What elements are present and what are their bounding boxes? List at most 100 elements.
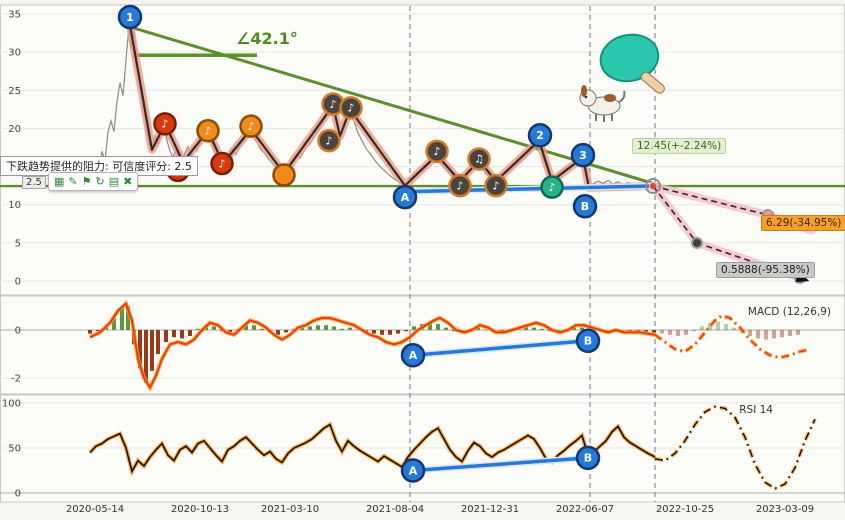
macd-histogram-bar xyxy=(372,330,376,334)
macd-histogram-bar xyxy=(316,325,320,330)
macd-histogram-bar xyxy=(126,306,130,330)
note-icon: ♪ xyxy=(204,125,211,138)
forecast-low-price-label: 0.5888(-95.38%) xyxy=(716,262,815,278)
wave-note-marker[interactable] xyxy=(425,139,449,164)
macd-histogram-bar xyxy=(356,330,360,331)
forecast-line xyxy=(652,185,698,244)
macd-histogram-bar xyxy=(412,326,416,330)
note-icon: ♪ xyxy=(325,134,332,147)
macd-histogram-bar xyxy=(260,328,264,330)
y-axis-tick: -2 xyxy=(11,374,21,385)
point-marker-A[interactable] xyxy=(400,458,426,483)
wave-note-marker[interactable] xyxy=(272,163,296,187)
wave-note-marker[interactable] xyxy=(317,128,341,153)
macd-histogram-bar xyxy=(652,330,656,333)
point-marker-B[interactable] xyxy=(575,445,601,471)
list-icon[interactable]: ▤ xyxy=(108,175,120,188)
ab-line-macd[interactable] xyxy=(411,339,590,357)
note-icon: ♪ xyxy=(218,157,225,170)
macd-histogram-bar xyxy=(332,326,336,330)
y-axis-tick: 30 xyxy=(8,48,21,59)
macd-histogram-bar xyxy=(380,330,384,335)
wave-note-marker[interactable] xyxy=(196,118,220,143)
paddle-dog-sticker xyxy=(574,26,674,130)
macd-histogram-bar xyxy=(788,330,792,336)
wave-note-marker[interactable] xyxy=(210,151,234,176)
macd-panel-title: MACD (12,26,9) xyxy=(747,306,831,318)
macd-histogram-bar xyxy=(112,318,116,330)
x-axis-tick: 2021-12-31 xyxy=(461,504,519,515)
current-price-label: 12.45(+-2.24%) xyxy=(632,138,727,154)
x-axis-tick: 2020-10-13 xyxy=(171,504,229,515)
x-axis-tick: 2020-05-14 xyxy=(66,504,124,515)
macd-histogram-bar xyxy=(150,330,154,371)
macd-histogram-bar xyxy=(732,327,736,330)
macd-histogram-bar xyxy=(96,330,100,332)
macd-histogram-bar xyxy=(428,322,432,330)
ab-line-price[interactable] xyxy=(403,184,655,194)
point-marker-B[interactable] xyxy=(575,328,601,354)
macd-histogram-bar xyxy=(324,325,328,330)
x-axis-tick: 2021-08-04 xyxy=(366,504,424,515)
point-marker-label: B xyxy=(584,452,592,465)
macd-histogram-bar xyxy=(756,330,760,339)
flag-icon[interactable]: ⚑ xyxy=(81,175,92,188)
macd-histogram-bar xyxy=(668,330,672,335)
macd-histogram-bar xyxy=(700,326,704,330)
macd-histogram-bar xyxy=(138,330,142,369)
confidence-score: 2.5 xyxy=(22,176,46,189)
point-marker-3[interactable] xyxy=(570,142,596,168)
macd-histogram-bar xyxy=(692,330,696,332)
point-marker-B[interactable] xyxy=(572,193,598,219)
x-axis-tick: 2021-03-10 xyxy=(261,504,319,515)
macd-histogram-bar xyxy=(476,327,480,330)
point-marker-label: A xyxy=(409,349,418,362)
macd-histogram-bar xyxy=(300,327,304,330)
macd-histogram-bar xyxy=(284,330,288,333)
note-icon: ♪ xyxy=(433,145,440,158)
macd-histogram-bar xyxy=(340,328,344,330)
wave-note-marker[interactable] xyxy=(484,173,508,198)
macd-histogram-bar xyxy=(580,327,584,330)
macd-histogram-bar xyxy=(196,328,200,330)
wave-note-marker[interactable] xyxy=(239,114,263,138)
macd-histogram-bar xyxy=(144,330,148,383)
drawing-toolbar[interactable]: ▦ ✎ ⚑ ↻ ▤ ✖ xyxy=(48,172,139,191)
wave-note-marker[interactable] xyxy=(540,175,564,199)
ab-line-rsi[interactable] xyxy=(411,456,590,473)
y-axis-tick: 5 xyxy=(15,238,21,249)
wave-note-marker[interactable] xyxy=(339,96,363,120)
y-axis-tick: 50 xyxy=(8,444,21,455)
macd-histogram-bar xyxy=(180,330,184,339)
macd-histogram-bar xyxy=(764,330,768,340)
wave-note-marker[interactable] xyxy=(467,147,491,171)
note-icon: ♪ xyxy=(492,179,499,192)
forecast-point[interactable] xyxy=(691,236,703,249)
wave-note-marker[interactable] xyxy=(448,173,472,198)
point-marker-1[interactable] xyxy=(117,4,143,30)
macd-histogram-bar xyxy=(172,330,176,338)
y-axis-tick: 25 xyxy=(8,86,21,97)
macd-histogram-bar xyxy=(780,330,784,338)
point-marker-2[interactable] xyxy=(527,123,553,148)
macd-histogram-bar xyxy=(644,330,648,333)
delete-icon[interactable]: ✖ xyxy=(123,175,133,188)
forecast-halo xyxy=(649,182,772,220)
wave-note-marker[interactable] xyxy=(153,112,177,136)
macd-histogram-bar xyxy=(660,330,664,334)
macd-histogram-bar xyxy=(244,325,248,330)
refresh-icon[interactable]: ↻ xyxy=(95,175,105,188)
macd-histogram-bar xyxy=(212,326,216,330)
rsi-forecast-line xyxy=(654,405,816,490)
edit-icon[interactable]: ✎ xyxy=(68,175,78,188)
note-icon: ♫ xyxy=(474,153,484,166)
macd-histogram-bar xyxy=(88,330,92,334)
point-marker-A[interactable] xyxy=(392,184,418,210)
point-marker-A[interactable] xyxy=(400,342,426,368)
forecast-mid-price-label: 6.29(-34.95%) xyxy=(761,215,845,231)
macd-histogram-bar xyxy=(308,326,312,330)
macd-histogram-bar xyxy=(708,322,712,330)
macd-histogram-bar xyxy=(396,330,400,334)
grid-icon[interactable]: ▦ xyxy=(54,175,65,188)
